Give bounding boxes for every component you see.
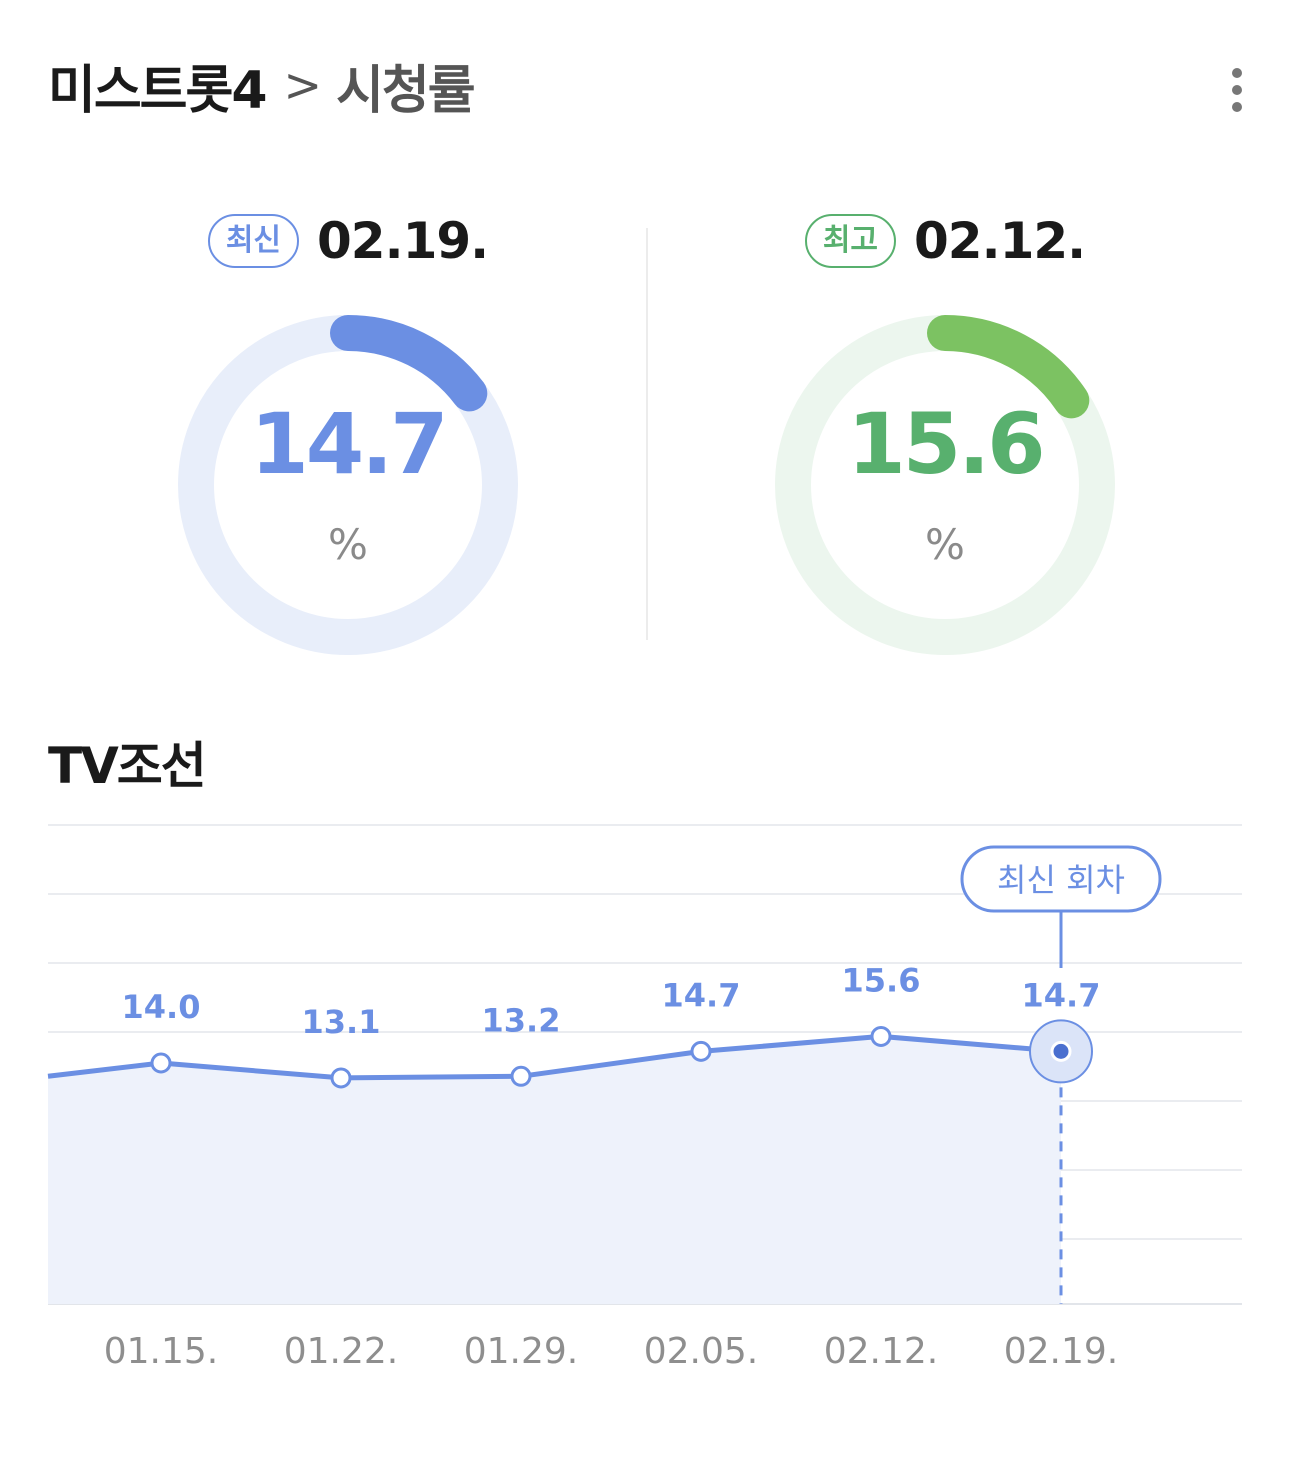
rating-summary: 최신 02.19. 14.7 % 최고 02.12. 15.6 % xyxy=(0,200,1290,660)
data-label: 14.0 xyxy=(122,988,201,1026)
data-point xyxy=(150,1052,172,1074)
latest-badge: 최신 xyxy=(207,214,300,268)
data-point xyxy=(690,1040,712,1062)
data-label: 15.6 xyxy=(842,961,921,999)
data-point xyxy=(870,1025,892,1047)
latest-rating-unit: % xyxy=(328,520,368,569)
data-label: 13.1 xyxy=(302,1003,381,1041)
gauge-arc xyxy=(927,315,1090,419)
ratings-line-chart: 14.0 01.15. 13.1 01.22. 13.2 01.29. 14.7 02.05.… xyxy=(47,824,1242,1372)
annotation-label: 최신 회차 xyxy=(997,861,1125,899)
gauge-arc xyxy=(330,315,488,412)
latest-rating-panel: 최신 02.19. 14.7 % xyxy=(48,200,648,660)
page-header: 미스트롯4 > 시청률 xyxy=(48,50,476,121)
section-title: 시청률 xyxy=(336,60,476,121)
divider xyxy=(646,228,648,640)
program-title[interactable]: 미스트롯4 xyxy=(48,60,268,121)
x-tick-label: 02.12. xyxy=(824,1331,939,1372)
x-tick-label: 02.05. xyxy=(644,1331,759,1372)
x-tick-label: 02.19. xyxy=(1004,1331,1119,1372)
data-point xyxy=(330,1067,352,1089)
data-label: 14.7 xyxy=(662,976,741,1014)
best-rating-panel: 최고 02.12. 15.6 % xyxy=(645,200,1245,660)
x-tick-label: 01.22. xyxy=(284,1331,399,1372)
latest-rating-value: 14.7 xyxy=(250,395,448,493)
data-label: 13.2 xyxy=(482,1001,561,1039)
best-rating-unit: % xyxy=(925,520,965,569)
chevron-right-icon: > xyxy=(283,58,323,112)
data-label: 14.7 xyxy=(1022,976,1101,1014)
data-point xyxy=(1050,1040,1072,1062)
x-tick-label: 01.15. xyxy=(104,1331,219,1372)
annotation-bubble xyxy=(960,845,1162,913)
best-rating-gauge: 15.6 % xyxy=(770,310,1120,660)
latest-rating-gauge: 14.7 % xyxy=(173,310,523,660)
best-date: 02.12. xyxy=(914,212,1086,270)
area-fill xyxy=(48,1036,1061,1304)
network-title: TV조선 xyxy=(48,737,207,795)
data-point xyxy=(510,1065,532,1087)
best-rating-value: 15.6 xyxy=(847,395,1045,493)
latest-date: 02.19. xyxy=(317,212,489,270)
x-tick-label: 01.29. xyxy=(464,1331,579,1372)
best-badge: 최고 xyxy=(804,214,897,268)
more-options-icon[interactable] xyxy=(1222,68,1254,112)
